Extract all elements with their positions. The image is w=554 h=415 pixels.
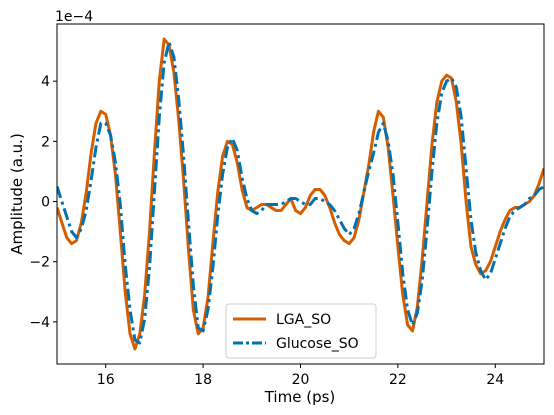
series-layer (57, 37, 544, 351)
x-tick-label: 20 (292, 372, 310, 388)
x-tick-label: 22 (389, 372, 407, 388)
x-tick-label: 18 (194, 372, 212, 388)
legend-label-lga-so: LGA_SO (276, 312, 331, 328)
y-offset-label: 1e−4 (55, 9, 93, 25)
y-tick-label: −2 (29, 255, 50, 271)
x-tick-label: 16 (97, 372, 115, 388)
x-axis-label: Time (ps) (264, 388, 336, 406)
y-tick-label: 2 (41, 134, 50, 150)
y-tick-label: 4 (41, 74, 50, 90)
x-tick-label: 24 (486, 372, 504, 388)
x-axis-ticks: 16 18 20 22 24 (97, 364, 504, 388)
y-tick-label: 0 (41, 195, 50, 211)
y-tick-label: −4 (29, 315, 50, 331)
series-line-glucose-so (57, 40, 544, 345)
legend: LGA_SO Glucose_SO (225, 303, 377, 359)
y-axis-label: Amplitude (a.u.) (8, 133, 26, 255)
legend-label-glucose-so: Glucose_SO (276, 336, 359, 352)
y-axis-ticks: −4 −2 0 2 4 (29, 74, 57, 331)
series-line-lga-so (57, 37, 544, 351)
